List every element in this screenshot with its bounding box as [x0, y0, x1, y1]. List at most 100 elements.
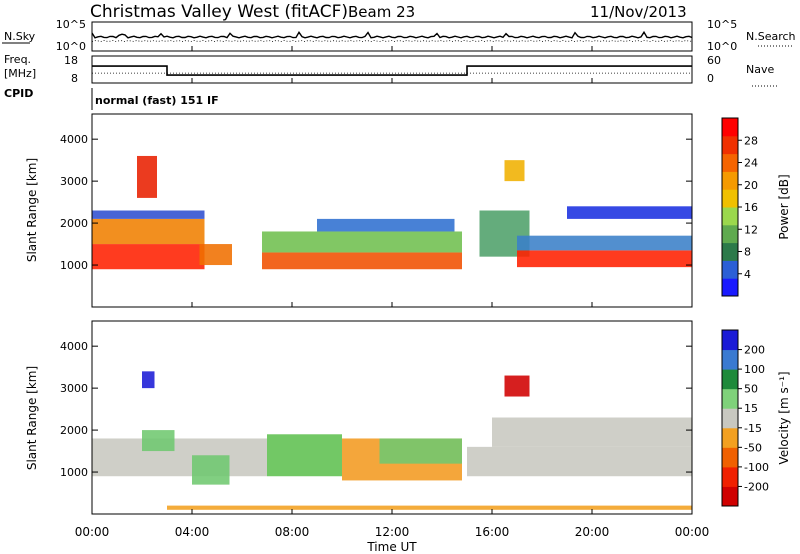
noise-ytick-right-top: 10^5	[707, 18, 737, 31]
power-ytick-label-3: 4000	[60, 133, 88, 146]
power-colorbar-tick-label-6: 28	[744, 134, 758, 147]
power-colorbar-cell-8	[722, 135, 738, 155]
power-patch-6	[262, 231, 462, 253]
power-colorbar-cell-5	[722, 189, 738, 208]
power-colorbar-cell-1	[722, 260, 738, 279]
power-patch-12	[504, 160, 525, 182]
velocity-colorbar-cell-5	[722, 388, 738, 409]
velocity-colorbar-tick-label-4: 15	[744, 402, 758, 415]
velocity-colorbar-tick-label-5: 50	[744, 383, 758, 396]
velocity-patch-6	[467, 446, 692, 477]
power-colorbar-cell-4	[722, 207, 738, 226]
power-colorbar: 4 8 12 16 20 24 28 Power [dB]	[721, 117, 791, 297]
power-colorbar-tick-label-3: 16	[744, 201, 758, 214]
power-patch-0	[92, 244, 205, 270]
power-colorbar-cell-6	[722, 171, 738, 190]
velocity-patch-9	[504, 375, 530, 397]
velocity-patch-7	[492, 417, 692, 447]
power-colorbar-cell-2	[722, 242, 738, 261]
velocity-colorbar-cell-4	[722, 408, 738, 429]
power-colorbar-cell-3	[722, 224, 738, 244]
velocity-patch-10	[167, 505, 692, 510]
power-patch-1	[92, 218, 205, 245]
nave-ytick-top: 60	[707, 54, 721, 67]
power-patch-10	[517, 235, 692, 251]
velocity-colorbar-tick-label-6: 100	[744, 363, 765, 376]
velocity-colorbar-cell-0	[722, 486, 738, 507]
velocity-ytick-label-0: 1000	[60, 466, 88, 479]
power-panel: 1000 2000 3000 4000 Slant Range [km]	[25, 113, 693, 308]
power-data	[92, 155, 692, 270]
noise-panel: N.Sky 10^5 10^0 10^5 10^0 N.Search	[2, 18, 796, 53]
xtick-label-2: 08:00	[275, 525, 310, 539]
velocity-colorbar-tick-label-3: -15	[744, 422, 762, 435]
nave-label: Nave	[746, 63, 774, 76]
x-axis: 00:00 04:00 08:00 12:00 16:00 20:00 00:00	[75, 46, 710, 539]
power-patch-9	[517, 250, 692, 268]
freq-label: Freq.	[4, 53, 31, 66]
power-colorbar-tick-label-0: 4	[744, 268, 751, 281]
velocity-colorbar-cell-3	[722, 427, 738, 448]
velocity-colorbar-cell-2	[722, 447, 738, 468]
velocity-colorbar-cell-7	[722, 349, 738, 370]
freq-unit-label: [MHz]	[4, 67, 36, 80]
xtick-label-5: 20:00	[575, 525, 610, 539]
velocity-colorbar-cell-1	[722, 466, 738, 487]
noise-sky-line	[91, 30, 693, 39]
power-ytick-label-2: 3000	[60, 175, 88, 188]
frequency-panel: Freq. [MHz] CPID 18 8 60 0 Nave normal (…	[4, 53, 778, 110]
noise-search-line	[91, 39, 693, 43]
x-axis-label: Time UT	[366, 540, 417, 554]
power-patch-2	[92, 210, 205, 219]
power-ytick-label-0: 1000	[60, 259, 88, 272]
velocity-colorbar-tick-label-7: 200	[744, 344, 765, 357]
freq-ytick-top: 18	[64, 54, 78, 67]
power-colorbar-cell-9	[722, 118, 738, 137]
velocity-patch-1	[142, 430, 175, 452]
velocity-colorbar-cell-8	[722, 330, 738, 351]
velocity-ytick-label-1: 2000	[60, 424, 88, 437]
date-label: 11/Nov/2013	[590, 3, 687, 21]
power-patch-3	[137, 155, 157, 198]
velocity-ytick-label-2: 3000	[60, 382, 88, 395]
station-title: Christmas Valley West (fitACF)	[90, 2, 348, 22]
nave-ytick-bottom: 0	[707, 72, 714, 85]
noise-ytick-right-bottom: 10^0	[707, 40, 737, 53]
power-colorbar-cell-7	[722, 153, 738, 172]
power-patch-5	[262, 252, 462, 270]
velocity-patch-2	[192, 455, 230, 485]
power-ytick-label-1: 2000	[60, 217, 88, 230]
power-colorbar-tick-label-1: 8	[744, 246, 751, 259]
xtick-label-1: 04:00	[175, 525, 210, 539]
power-colorbar-cell-0	[722, 278, 738, 297]
velocity-colorbar-cell-6	[722, 369, 738, 390]
velocity-colorbar-tick-label-2: -50	[744, 441, 762, 454]
velocity-patch-0	[92, 438, 267, 477]
velocity-patch-5	[379, 438, 462, 464]
power-colorbar-tick-label-5: 24	[744, 157, 758, 170]
power-colorbar-tick-label-2: 12	[744, 223, 758, 236]
velocity-patch-8	[142, 371, 155, 389]
nsky-label: N.Sky	[4, 30, 36, 43]
velocity-panel: 1000 2000 3000 4000 Slant Range [km]	[25, 320, 693, 515]
velocity-colorbar-frame	[721, 329, 739, 507]
xtick-label-4: 16:00	[475, 525, 510, 539]
power-patch-7	[317, 218, 455, 232]
velocity-ylabel: Slant Range [km]	[25, 366, 39, 470]
cpid-text: normal (fast) 151 IF	[95, 94, 219, 107]
xtick-label-0: 00:00	[75, 525, 110, 539]
power-patch-11	[567, 206, 692, 219]
noise-ytick-left-top: 10^5	[56, 18, 86, 31]
noise-ytick-left-bottom: 10^0	[56, 40, 86, 53]
power-patch-4	[199, 244, 232, 266]
power-colorbar-label: Power [dB]	[777, 174, 791, 239]
xtick-label-6: 00:00	[675, 525, 710, 539]
beam-label: Beam 23	[348, 3, 415, 21]
velocity-colorbar-label: Velocity [m s⁻¹]	[777, 371, 791, 464]
velocity-data	[92, 371, 692, 510]
freq-ytick-bottom: 8	[71, 72, 78, 85]
cpid-label: CPID	[4, 87, 33, 100]
velocity-colorbar: -200 -100 -50 -15 15 50 100 200 Velocity [m s⁻¹…	[721, 329, 791, 507]
velocity-colorbar-tick-label-0: -200	[744, 480, 769, 493]
